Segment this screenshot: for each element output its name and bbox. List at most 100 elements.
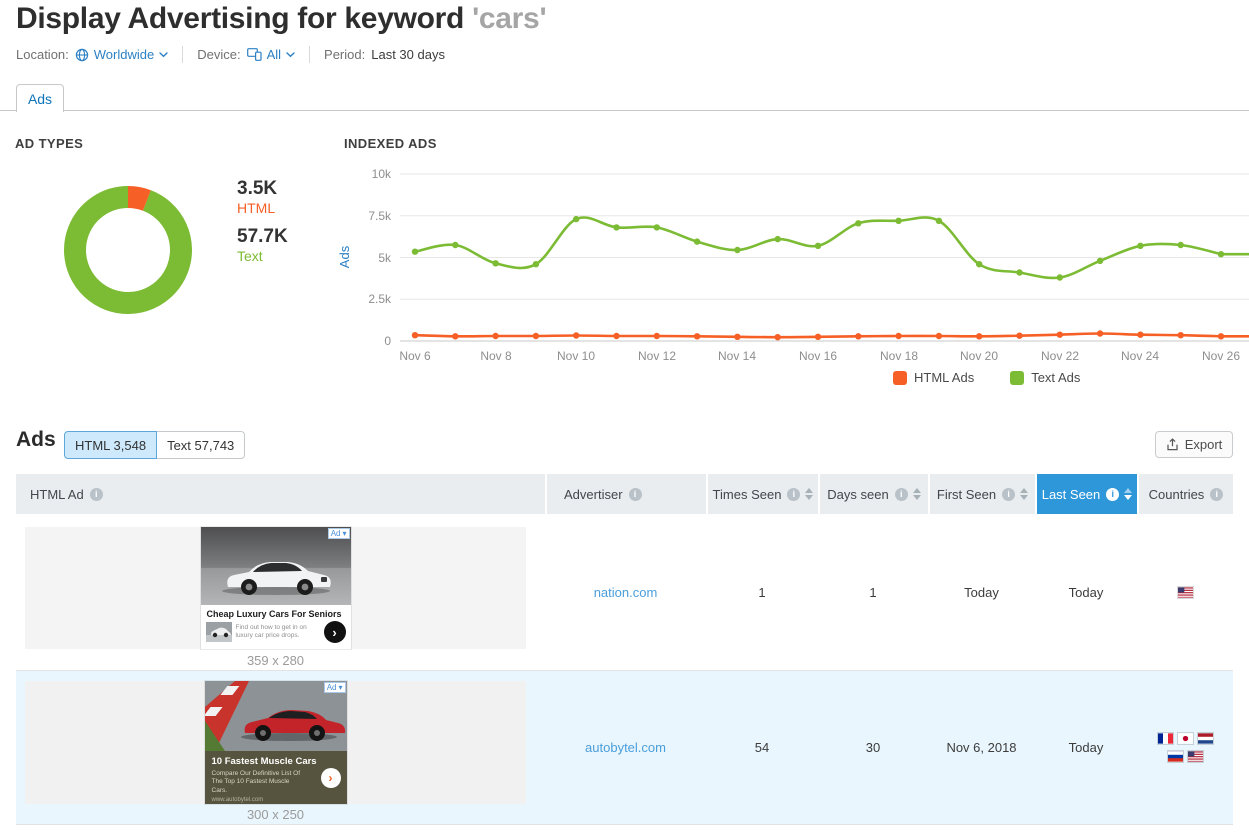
table-header-row: HTML Ad i Advertiser i Times Seen i Days seen i…: [16, 474, 1233, 514]
info-icon[interactable]: i: [628, 487, 642, 501]
page-title: Display Advertising for keyword 'cars': [16, 2, 547, 36]
y-axis-tick: 0: [384, 334, 391, 348]
x-axis-tick: Nov 6: [399, 349, 431, 363]
legend-label: Text Ads: [1031, 370, 1081, 385]
info-icon[interactable]: i: [1002, 487, 1016, 501]
info-icon[interactable]: i: [1210, 487, 1224, 501]
times-seen-value: 1: [758, 584, 766, 600]
ad-headline: 10 Fastest Muscle Cars: [211, 756, 317, 767]
filter-bar: Location: Worldwide Device: All: [16, 46, 445, 63]
x-axis-tick: Nov 8: [480, 349, 512, 363]
y-axis-tick: 10k: [371, 167, 391, 181]
legend-swatch-icon: [1010, 370, 1025, 385]
times-seen-value: 54: [754, 740, 770, 755]
export-icon: [1166, 438, 1179, 451]
sort-arrows-icon[interactable]: [1124, 488, 1133, 500]
column-header-html-ad: HTML Ad i: [16, 474, 545, 514]
info-icon[interactable]: i: [1106, 487, 1120, 501]
column-header-countries: Countries i: [1137, 474, 1233, 514]
days-seen-value: 30: [865, 740, 881, 755]
last-seen-value: Today: [1068, 740, 1104, 755]
ad-arrow-button[interactable]: ›: [323, 621, 346, 643]
text-ads-label: Text: [237, 248, 263, 264]
first-seen-value: Today: [964, 584, 999, 600]
y-axis-tick: 7.5k: [368, 209, 391, 223]
info-icon[interactable]: i: [89, 487, 103, 501]
indexed-ads-line-chart: [400, 173, 1249, 342]
ad-types-donut-chart: [62, 184, 194, 316]
page-title-keyword: 'cars': [472, 2, 547, 35]
legend-swatch-icon: [893, 370, 907, 385]
arrow-icon: ›: [328, 771, 333, 785]
country-flags: [1153, 733, 1217, 762]
ad-body-text: Compare Our Definitive List Of The Top 1…: [211, 770, 301, 794]
export-button[interactable]: Export: [1155, 431, 1233, 458]
sort-arrows-icon[interactable]: [912, 488, 921, 500]
adchoices-badge[interactable]: Ad ▾: [327, 528, 350, 539]
flag-nl-icon: [1197, 733, 1213, 744]
sort-arrows-icon[interactable]: [1020, 488, 1029, 500]
y-axis-tick: 5k: [378, 251, 391, 265]
info-icon[interactable]: i: [894, 487, 908, 501]
ad-creative[interactable]: Ad ▾: [204, 681, 347, 804]
column-header-label: Days seen: [827, 486, 889, 502]
ad-types-section-title: AD TYPES: [15, 136, 84, 151]
legend-label: HTML Ads: [914, 370, 975, 385]
info-icon[interactable]: i: [787, 487, 801, 501]
column-header-days-seen[interactable]: Days seen i: [818, 474, 928, 514]
table-row[interactable]: Ad ▾: [16, 514, 1233, 671]
location-label: Location:: [16, 47, 69, 62]
flag-fr-icon: [1157, 733, 1173, 744]
sort-arrows-icon[interactable]: [805, 488, 814, 500]
period-filter: Period: Last 30 days: [324, 47, 445, 62]
ad-image: [200, 527, 351, 605]
period-label: Period:: [324, 47, 366, 62]
period-value: Last 30 days: [371, 47, 445, 62]
flag-jp-icon: [1177, 733, 1193, 744]
flag-us-icon: [1177, 586, 1193, 598]
advertiser-link[interactable]: nation.com: [593, 584, 658, 600]
filter-separator: [182, 46, 184, 63]
column-header-label: First Seen: [936, 486, 997, 502]
ad-thumbnail: [205, 622, 232, 642]
ad-size-label: 359 x 280: [246, 653, 305, 668]
device-filter[interactable]: Device: All: [197, 47, 295, 62]
location-value[interactable]: Worldwide: [75, 47, 168, 62]
ad-preview-background: Ad ▾: [25, 681, 526, 804]
legend-item[interactable]: HTML Ads: [893, 370, 974, 385]
adchoices-badge[interactable]: Ad ▾: [323, 682, 346, 693]
x-axis-tick: Nov 16: [798, 349, 838, 363]
country-flags: [1153, 586, 1217, 598]
column-header-label: Times Seen: [712, 486, 782, 502]
location-filter[interactable]: Location: Worldwide: [16, 47, 168, 62]
column-header-last-seen[interactable]: Last Seen i: [1035, 474, 1137, 514]
ad-display-url: www.autobytel.com: [211, 797, 264, 804]
column-header-label: HTML Ad: [30, 486, 84, 502]
html-ads-count: 3.5K: [237, 178, 278, 199]
tab-ads[interactable]: Ads: [16, 84, 64, 112]
ad-size-label: 300 x 250: [246, 807, 305, 822]
toggle-html-button[interactable]: HTML 3,548: [64, 431, 158, 459]
table-row[interactable]: Ad ▾: [16, 671, 1233, 825]
column-header-label: Last Seen: [1041, 486, 1101, 502]
column-header-first-seen[interactable]: First Seen i: [928, 474, 1035, 514]
ad-headline: Cheap Luxury Cars For Seniors: [206, 609, 342, 619]
x-axis-tick: Nov 24: [1120, 349, 1160, 363]
toggle-text-button[interactable]: Text 57,743: [156, 431, 246, 459]
legend-item[interactable]: Text Ads: [1010, 370, 1080, 385]
devices-icon: [246, 48, 262, 61]
device-label: Device:: [197, 47, 241, 62]
page-title-prefix: Display Advertising for keyword: [16, 2, 473, 35]
advertiser-link[interactable]: autobytel.com: [585, 740, 666, 755]
ad-creative[interactable]: Ad ▾: [200, 527, 351, 649]
ad-type-toggle: HTML 3,548 Text 57,743: [64, 431, 246, 459]
ad-arrow-button[interactable]: ›: [320, 768, 341, 788]
last-seen-value: Today: [1068, 584, 1104, 600]
chevron-down-icon: [286, 51, 295, 58]
tab-divider: [0, 110, 1249, 111]
x-axis-tick: Nov 22: [1040, 349, 1080, 363]
column-header-times-seen[interactable]: Times Seen i: [706, 474, 818, 514]
device-value[interactable]: All: [246, 47, 295, 62]
column-header-label: Countries: [1148, 486, 1205, 502]
